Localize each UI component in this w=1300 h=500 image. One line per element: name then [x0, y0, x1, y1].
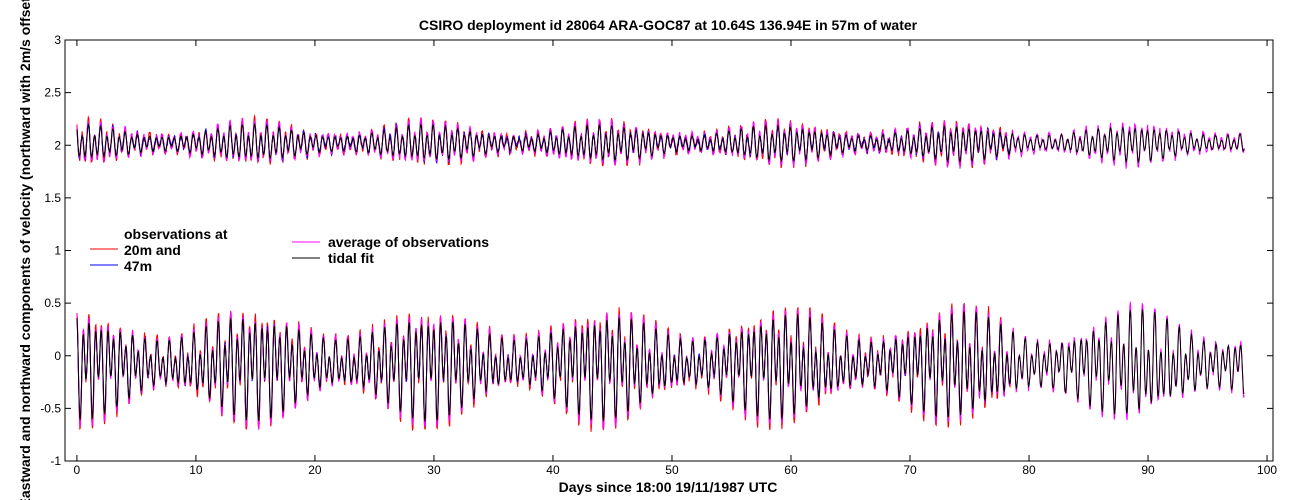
y-tick-label: 3: [54, 33, 61, 47]
chart-title: CSIRO deployment id 28064 ARA-GOC87 at 1…: [419, 17, 918, 33]
legend-label-tidal-fit: tidal fit: [328, 250, 374, 266]
y-axis-title: Eastward and northward components of vel…: [17, 0, 33, 500]
series-line-tidal-fit-east: [76, 309, 1245, 422]
series-layer: [76, 114, 1245, 432]
y-tick-label: -1: [50, 454, 61, 468]
x-tick-label: 80: [1022, 463, 1036, 477]
y-tick-label: 2: [54, 138, 61, 152]
y-tick-label: -0.5: [40, 401, 61, 415]
legend-label-20m: 20m and: [124, 242, 181, 258]
legend-header: observations at: [124, 226, 228, 242]
y-tick-label: 2.5: [44, 86, 61, 100]
series-line-tidal-fit-north: [76, 122, 1245, 164]
legend-label-47m: 47m: [124, 258, 152, 274]
x-tick-label: 60: [784, 463, 798, 477]
x-tick-label: 70: [903, 463, 917, 477]
x-tick-label: 10: [189, 463, 203, 477]
x-tick-label: 90: [1141, 463, 1155, 477]
x-tick-label: 40: [546, 463, 560, 477]
x-tick-label: 50: [665, 463, 679, 477]
y-tick-label: 1: [54, 244, 61, 258]
x-tick-label: 20: [308, 463, 322, 477]
y-tick-label: 0.5: [44, 296, 61, 310]
legend: observations at 20m and 47m average of o…: [90, 226, 489, 274]
axis-ticks: 0 10 20 30 40 50 60 70 80 90 100 -1 -0.5 0 0.5 1 1.5 2 2.5…: [40, 33, 1277, 477]
y-tick-label: 0: [54, 349, 61, 363]
x-axis-title: Days since 18:00 19/11/1987 UTC: [559, 479, 778, 495]
legend-label-average: average of observations: [328, 234, 489, 250]
y-tick-label: 1.5: [44, 191, 61, 205]
x-tick-label: 0: [74, 463, 81, 477]
x-tick-label: 100: [1257, 463, 1277, 477]
x-tick-label: 30: [427, 463, 441, 477]
